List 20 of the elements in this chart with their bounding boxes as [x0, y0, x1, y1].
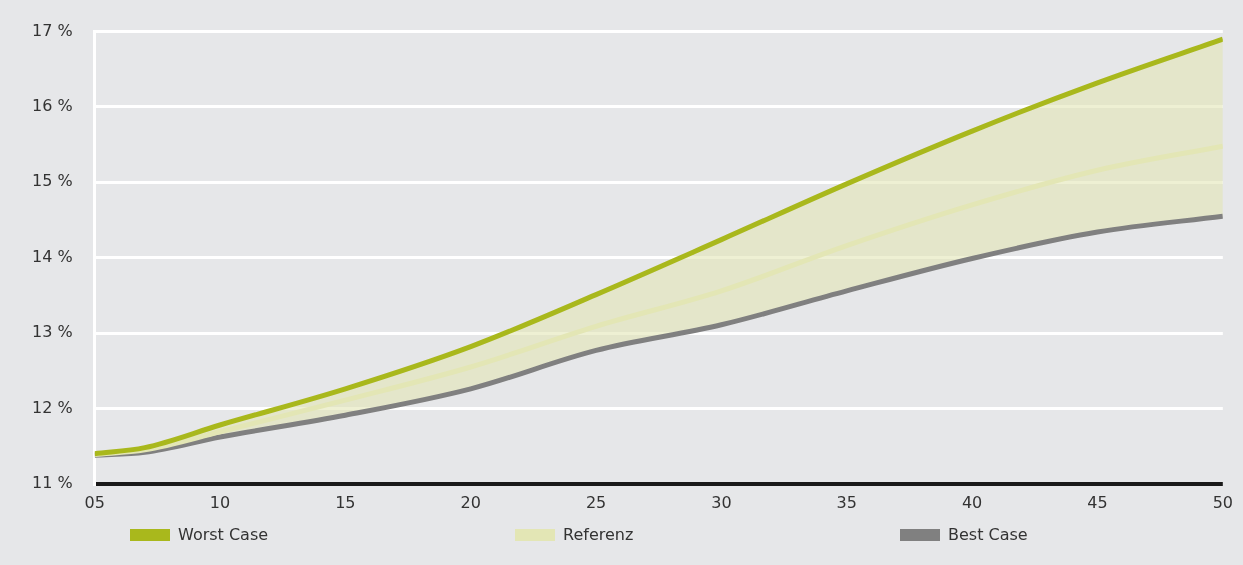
x-tick-label: 50 [1212, 492, 1233, 512]
x-tick-label: 35 [836, 492, 857, 512]
legend-label: Referenz [563, 525, 634, 544]
y-tick-label: 17 % [31, 20, 73, 40]
legend-label: Worst Case [178, 525, 269, 544]
y-tick-label: 12 % [31, 397, 73, 417]
y-tick-label: 15 % [31, 171, 73, 191]
x-tick-label: 40 [961, 492, 983, 512]
y-tick-label: 16 % [31, 96, 73, 116]
x-tick-label: 20 [460, 492, 481, 512]
legend-label: Best Case [948, 525, 1028, 544]
x-tick-label: 10 [209, 492, 231, 512]
y-tick-label: 14 % [31, 246, 73, 266]
x-tick-label: 25 [585, 492, 607, 512]
x-tick-label: 45 [1087, 492, 1108, 512]
x-tick-label: 05 [84, 492, 105, 512]
x-tick-label: 15 [335, 492, 356, 512]
x-tick-label: 30 [711, 492, 732, 512]
y-tick-label: 13 % [31, 322, 73, 342]
y-tick-label: 11 % [31, 472, 73, 492]
